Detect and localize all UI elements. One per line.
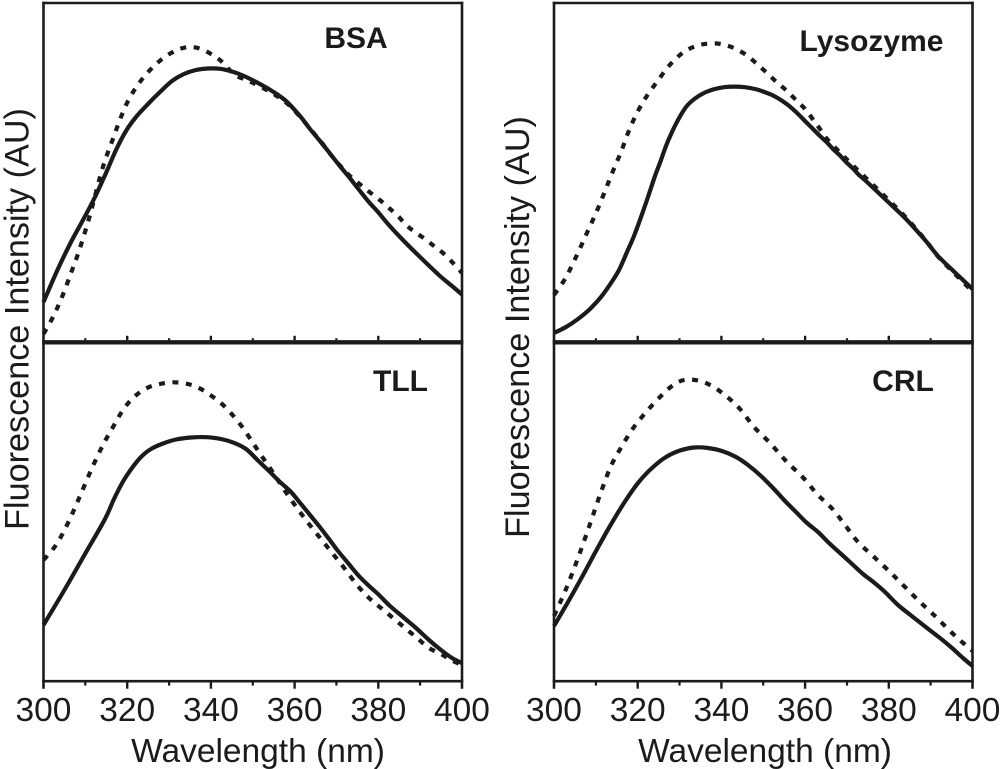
svg-text:Lysozyme: Lysozyme	[800, 25, 944, 58]
svg-text:320: 320	[610, 692, 666, 729]
svg-text:CRL: CRL	[872, 365, 934, 398]
svg-text:360: 360	[267, 692, 323, 729]
svg-text:TLL: TLL	[373, 365, 428, 398]
svg-text:340: 340	[183, 692, 239, 729]
svg-text:300: 300	[16, 692, 72, 729]
svg-text:Wavelength (nm): Wavelength (nm)	[638, 733, 892, 769]
svg-text:Fluorescence Intensity (AU): Fluorescence Intensity (AU)	[499, 116, 537, 538]
svg-text:340: 340	[693, 692, 749, 729]
svg-text:380: 380	[350, 692, 406, 729]
svg-text:Fluorescence Intensity (AU): Fluorescence Intensity (AU)	[0, 108, 37, 530]
svg-text:300: 300	[526, 692, 582, 729]
svg-text:380: 380	[861, 692, 917, 729]
svg-text:BSA: BSA	[324, 22, 387, 55]
svg-text:Wavelength (nm): Wavelength (nm)	[131, 733, 385, 769]
svg-text:400: 400	[945, 692, 1000, 729]
svg-text:320: 320	[99, 692, 155, 729]
svg-text:360: 360	[777, 692, 833, 729]
svg-text:400: 400	[434, 692, 490, 729]
